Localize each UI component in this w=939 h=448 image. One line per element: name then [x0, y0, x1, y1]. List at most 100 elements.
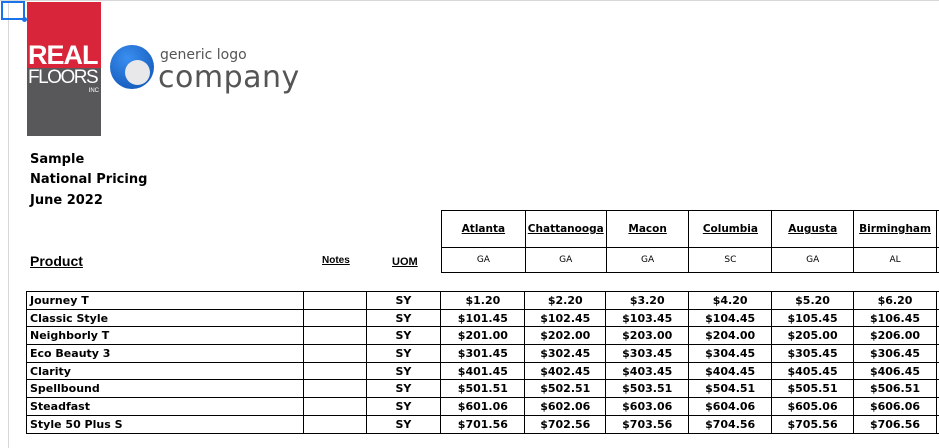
row-header-strip — [0, 0, 9, 448]
price-cell[interactable]: $505.51 — [771, 379, 855, 399]
product-header: Product — [30, 253, 83, 269]
price-cell[interactable]: $601.06 — [440, 397, 526, 416]
price-cell[interactable]: $303.45 — [605, 344, 690, 363]
price-cell[interactable]: $6.20 — [853, 291, 937, 310]
city-header[interactable]: Chattanooga — [524, 210, 607, 248]
table-row: Clarity SY $401.45 $402.45 $403.45 $404.45 $40… — [26, 361, 939, 381]
price-cell[interactable]: $704.56 — [688, 414, 773, 434]
city-header[interactable]: Birmingham — [853, 210, 938, 248]
price-cell[interactable]: $605.06 — [771, 397, 855, 416]
price-cell[interactable]: $403.45 — [605, 361, 690, 381]
price-cell[interactable]: $203.00 — [605, 326, 690, 346]
price-cell[interactable]: $2.20 — [524, 291, 607, 310]
price-cell[interactable]: $103.45 — [605, 308, 690, 328]
price-cell[interactable]: $305.45 — [771, 344, 855, 363]
state-cell[interactable]: GA — [524, 247, 607, 273]
notes-cell[interactable] — [302, 291, 367, 310]
product-cell[interactable]: Journey T — [26, 291, 304, 310]
price-cell[interactable]: $205.00 — [771, 326, 855, 346]
price-cell[interactable]: $401.45 — [440, 361, 526, 381]
price-cell[interactable]: $506.51 — [853, 379, 937, 399]
table-row: Eco Beauty 3 SY $301.45 $302.45 $303.45 $304.… — [26, 344, 939, 363]
city-header[interactable]: Atlanta — [441, 210, 526, 248]
notes-cell[interactable] — [302, 326, 367, 346]
uom-cell[interactable]: SY — [365, 361, 442, 381]
price-cell[interactable]: $306.45 — [853, 344, 937, 363]
price-cell[interactable]: $501.51 — [440, 379, 526, 399]
price-cell[interactable]: $105.45 — [771, 308, 855, 328]
empty-cell[interactable] — [936, 247, 939, 273]
price-cell[interactable]: $603.06 — [605, 397, 690, 416]
notes-cell[interactable] — [302, 379, 367, 399]
uom-cell[interactable]: SY — [365, 397, 442, 416]
price-cell[interactable]: $702.56 — [524, 414, 607, 434]
uom-cell[interactable]: SY — [365, 344, 442, 363]
notes-cell[interactable] — [302, 344, 367, 363]
city-header[interactable]: Augusta — [771, 210, 855, 248]
product-cell[interactable]: Clarity — [26, 361, 304, 381]
state-cell[interactable]: GA — [441, 247, 526, 273]
price-cell[interactable]: $502.51 — [524, 379, 607, 399]
fill-handle[interactable] — [22, 17, 27, 22]
price-cell[interactable]: $302.45 — [524, 344, 607, 363]
price-cell[interactable]: $406.45 — [853, 361, 937, 381]
selected-cell[interactable] — [1, 1, 25, 20]
price-cell[interactable]: $602.06 — [524, 397, 607, 416]
price-cell[interactable]: $504.51 — [688, 379, 773, 399]
price-cell[interactable]: $204.00 — [688, 326, 773, 346]
table-row: Spellbound SY $501.51 $502.51 $503.51 $504.51… — [26, 379, 939, 399]
price-cell[interactable]: $503.51 — [605, 379, 690, 399]
state-cell[interactable]: GA — [605, 247, 690, 273]
price-cell[interactable]: $404.45 — [688, 361, 773, 381]
price-cell[interactable]: $4.20 — [688, 291, 773, 310]
price-cell[interactable]: $5.20 — [771, 291, 855, 310]
product-cell[interactable]: Classic Style — [26, 308, 304, 328]
price-cell[interactable]: $402.45 — [524, 361, 607, 381]
state-cell[interactable]: AL — [853, 247, 938, 273]
price-cell[interactable]: $202.00 — [524, 326, 607, 346]
price-cell[interactable]: $3.20 — [605, 291, 690, 310]
price-cell[interactable]: $301.45 — [440, 344, 526, 363]
notes-header: Notes — [322, 255, 350, 266]
uom-cell[interactable]: SY — [365, 379, 442, 399]
price-cell[interactable]: $206.00 — [853, 326, 937, 346]
price-cell[interactable]: $304.45 — [688, 344, 773, 363]
state-cell[interactable]: SC — [688, 247, 773, 273]
table-row: Style 50 Plus S SY $701.56 $702.56 $703.56 $7… — [26, 414, 939, 434]
city-header-table: Atlanta Chattanooga Macon Columbia Augusta Bi… — [441, 210, 939, 273]
product-cell[interactable]: Spellbound — [26, 379, 304, 399]
empty-cell[interactable] — [935, 414, 939, 434]
price-cell[interactable]: $701.56 — [440, 414, 526, 434]
price-cell[interactable]: $201.00 — [440, 326, 526, 346]
city-header[interactable]: Columbia — [688, 210, 773, 248]
price-cell[interactable]: $102.45 — [524, 308, 607, 328]
notes-cell[interactable] — [302, 397, 367, 416]
notes-cell[interactable] — [302, 308, 367, 328]
table-row: Classic Style SY $101.45 $102.45 $103.45 $104… — [26, 308, 939, 328]
price-cell[interactable]: $606.06 — [853, 397, 937, 416]
product-cell[interactable]: Neighborly T — [26, 326, 304, 346]
price-cell[interactable]: $106.45 — [853, 308, 937, 328]
title-line-3: June 2022 — [30, 193, 103, 208]
price-cell[interactable]: $405.45 — [771, 361, 855, 381]
generic-company-logo: generic logo company — [110, 45, 299, 95]
price-cell[interactable]: $104.45 — [688, 308, 773, 328]
notes-cell[interactable] — [302, 361, 367, 381]
price-cell[interactable]: $101.45 — [440, 308, 526, 328]
uom-cell[interactable]: SY — [365, 291, 442, 310]
price-cell[interactable]: $706.56 — [853, 414, 937, 434]
price-cell[interactable]: $705.56 — [771, 414, 855, 434]
product-cell[interactable]: Style 50 Plus S — [26, 414, 304, 434]
title-line-1: Sample — [30, 152, 85, 167]
price-cell[interactable]: $703.56 — [605, 414, 690, 434]
product-cell[interactable]: Eco Beauty 3 — [26, 344, 304, 363]
uom-cell[interactable]: SY — [365, 326, 442, 346]
product-cell[interactable]: Steadfast — [26, 397, 304, 416]
price-cell[interactable]: $604.06 — [688, 397, 773, 416]
notes-cell[interactable] — [302, 414, 367, 434]
city-header[interactable]: Macon — [605, 210, 690, 248]
state-cell[interactable]: GA — [771, 247, 855, 273]
uom-cell[interactable]: SY — [365, 308, 442, 328]
uom-cell[interactable]: SY — [365, 414, 442, 434]
price-cell[interactable]: $1.20 — [440, 291, 526, 310]
